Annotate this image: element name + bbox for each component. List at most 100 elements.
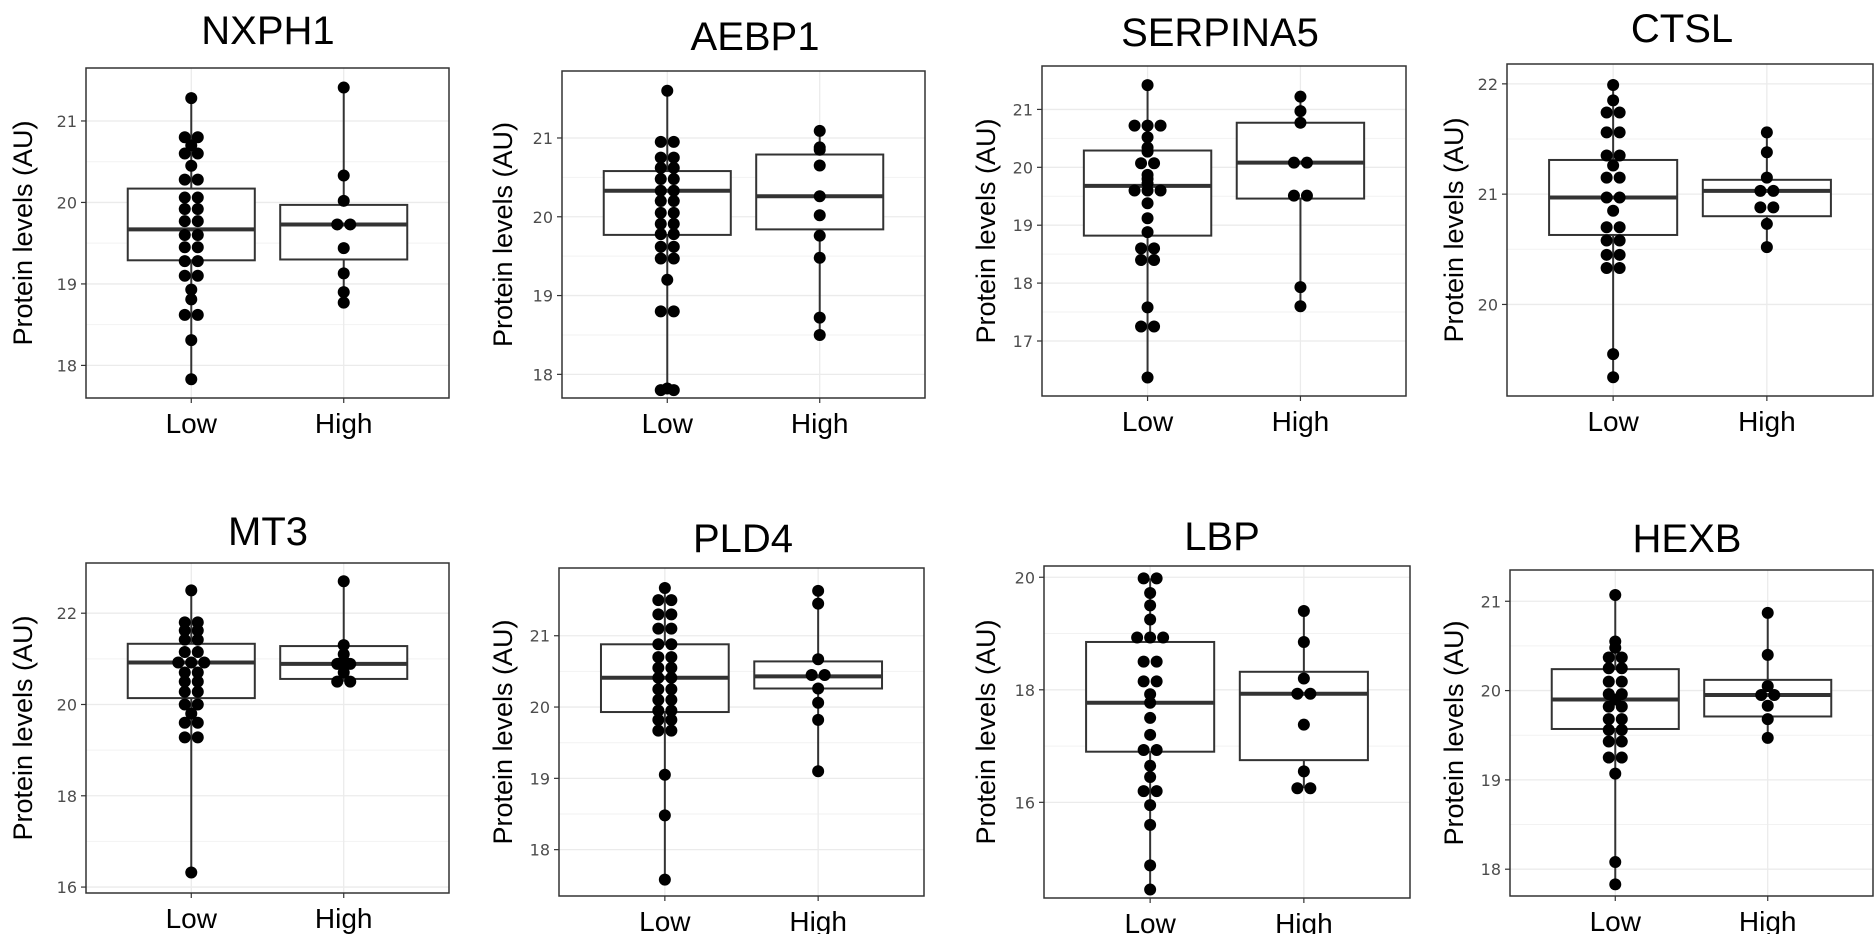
data-point — [331, 657, 344, 670]
y-tick-label: 20 — [57, 695, 77, 714]
data-point — [178, 191, 191, 204]
data-point — [665, 713, 678, 726]
data-point — [1609, 856, 1622, 869]
panel-hexb: 18 19 20 21 Low High HEXB Protein levels (AU) — [1439, 517, 1874, 934]
data-point — [178, 308, 191, 321]
data-point — [191, 731, 204, 744]
data-point — [665, 608, 678, 621]
data-point — [178, 698, 191, 711]
y-tick-label: 21 — [57, 112, 77, 131]
data-point — [1600, 221, 1613, 234]
box-low — [126, 187, 256, 262]
data-point — [344, 218, 357, 231]
data-point — [178, 685, 191, 698]
data-point — [1144, 799, 1157, 812]
panel-aebp1: 18 19 20 21 Low High AEBP1 Protein levels (AU) — [488, 15, 926, 439]
data-point — [1144, 728, 1157, 741]
data-point — [191, 666, 204, 679]
data-point — [667, 195, 680, 208]
data-point — [337, 242, 350, 255]
y-tick-label: 18 — [533, 365, 553, 384]
data-point — [1135, 157, 1148, 170]
y-axis-label: Protein levels (AU) — [8, 615, 38, 840]
data-point — [1144, 631, 1157, 644]
data-point — [1602, 735, 1615, 748]
data-point — [1150, 744, 1163, 757]
data-point — [1294, 105, 1307, 118]
data-point — [1137, 744, 1150, 757]
data-point — [1761, 680, 1774, 693]
data-point — [1137, 655, 1150, 668]
data-point — [1607, 371, 1620, 384]
data-point — [1602, 675, 1615, 688]
data-point — [1607, 348, 1620, 361]
data-point — [337, 666, 350, 679]
data-point — [813, 328, 826, 341]
y-tick-label: 20 — [1481, 682, 1501, 701]
y-tick-label: 20 — [57, 193, 77, 212]
data-point — [191, 616, 204, 629]
data-point — [665, 661, 678, 674]
data-point — [178, 616, 191, 629]
data-point — [813, 209, 826, 222]
data-point — [667, 305, 680, 318]
data-point — [1141, 79, 1154, 92]
data-point — [1609, 589, 1622, 602]
data-point — [337, 296, 350, 309]
panel-background — [86, 563, 449, 893]
data-point — [1135, 320, 1148, 333]
data-point — [191, 633, 204, 646]
data-point — [1600, 262, 1613, 275]
data-point — [1141, 226, 1154, 239]
panel-border — [85, 67, 450, 399]
y-tick-label: 22 — [57, 604, 77, 623]
data-point — [191, 624, 204, 637]
data-point — [1297, 718, 1310, 731]
data-point — [1304, 782, 1317, 795]
data-point — [1150, 572, 1163, 585]
data-point — [1760, 217, 1773, 230]
data-point — [1615, 651, 1628, 664]
data-point — [1287, 189, 1300, 202]
panel-border — [561, 70, 926, 399]
data-point — [1297, 605, 1310, 618]
y-tick-label: 18 — [1015, 681, 1035, 700]
data-point — [1615, 675, 1628, 688]
y-axis-label: Protein levels (AU) — [488, 619, 518, 844]
box-high — [1235, 121, 1366, 200]
data-point — [667, 135, 680, 148]
data-point — [1294, 90, 1307, 103]
data-point — [1613, 262, 1626, 275]
data-point — [1141, 119, 1154, 132]
y-tick-label: 17 — [1013, 332, 1033, 351]
panel-title: HEXB — [1633, 517, 1742, 561]
data-point — [1135, 242, 1148, 255]
data-point — [1761, 713, 1774, 726]
x-tick-label: High — [1738, 406, 1796, 437]
data-point — [1602, 723, 1615, 736]
data-point — [652, 724, 665, 737]
data-point — [1602, 751, 1615, 764]
data-point — [344, 657, 357, 670]
y-tick-label: 19 — [1013, 216, 1033, 235]
data-point — [1148, 320, 1161, 333]
y-tick-label: 18 — [57, 356, 77, 375]
data-point — [1287, 156, 1300, 169]
data-point — [652, 608, 665, 621]
data-point — [1144, 587, 1157, 600]
data-point — [1141, 131, 1154, 144]
data-point — [1150, 675, 1163, 688]
data-point — [1607, 78, 1620, 91]
data-point — [1294, 300, 1307, 313]
y-tick-label: 20 — [1478, 295, 1498, 314]
data-point — [1760, 241, 1773, 254]
data-point — [658, 809, 671, 822]
data-point — [178, 646, 191, 659]
data-point — [178, 633, 191, 646]
data-point — [1615, 662, 1628, 675]
data-point — [185, 92, 198, 105]
panel-title: SERPINA5 — [1121, 11, 1319, 55]
x-tick-label: Low — [1590, 906, 1642, 934]
data-point — [185, 293, 198, 306]
data-point — [1609, 641, 1622, 654]
